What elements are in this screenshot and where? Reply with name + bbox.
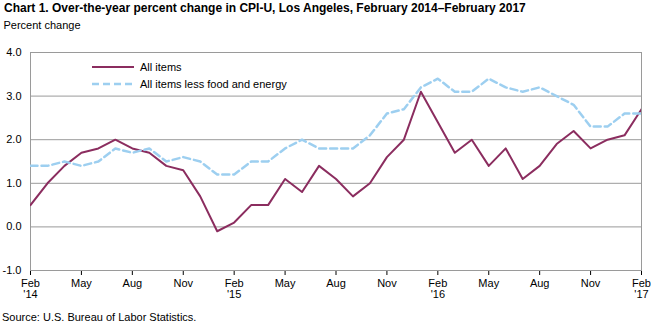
- svg-text:Feb'17: Feb'17: [632, 277, 651, 300]
- svg-text:Feb'15: Feb'15: [225, 277, 244, 300]
- svg-text:Percent change: Percent change: [4, 19, 81, 31]
- html-text:All items less food and energy: All items less food and energy: [140, 77, 287, 90]
- svg-text:May: May: [478, 277, 499, 289]
- html-text:All items: All items: [140, 60, 182, 73]
- svg-text:Feb'16: Feb'16: [428, 277, 447, 300]
- svg-text:Aug: Aug: [123, 277, 143, 289]
- svg-text:Aug: Aug: [326, 277, 346, 289]
- svg-text:Nov: Nov: [173, 277, 193, 289]
- svg-text:3.0: 3.0: [6, 90, 21, 102]
- svg-text:4.0: 4.0: [6, 46, 21, 58]
- svg-text:May: May: [71, 277, 92, 289]
- svg-text:Aug: Aug: [530, 277, 550, 289]
- svg-text:Nov: Nov: [377, 277, 397, 289]
- svg-text:Feb'14: Feb'14: [21, 277, 40, 300]
- svg-text:-1.0: -1.0: [3, 264, 22, 276]
- svg-text:0.0: 0.0: [6, 220, 21, 232]
- svg-text:Nov: Nov: [581, 277, 601, 289]
- svg-text:May: May: [275, 277, 296, 289]
- html-text:Chart 1. Over-the-year percent: Chart 1. Over-the-year percent change in…: [4, 1, 526, 15]
- html-text:Source: U.S. Bureau of Labor S: Source: U.S. Bureau of Labor Statistics.: [2, 311, 197, 323]
- svg-text:2.0: 2.0: [6, 133, 21, 145]
- svg-text:1.0: 1.0: [6, 177, 21, 189]
